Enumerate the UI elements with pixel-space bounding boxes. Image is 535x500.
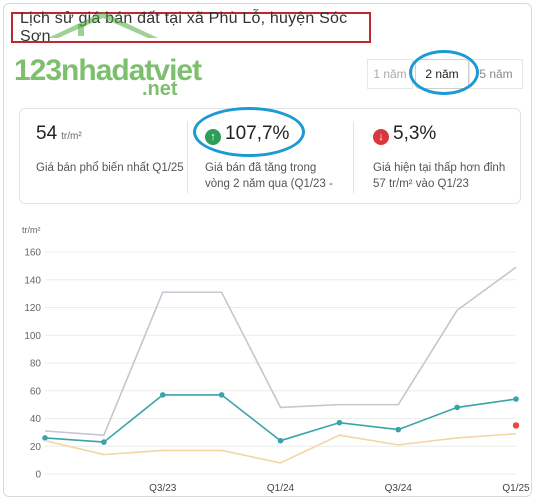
data-point — [101, 439, 107, 445]
highlight-circle — [409, 50, 479, 95]
x-tick-label: Q1/24 — [267, 483, 295, 494]
stat-below-peak: ↓ 5,3% Giá hiện tại thấp hơn đỉnh 57 tr/… — [373, 109, 513, 205]
stat-value: 5,3% — [393, 123, 437, 144]
y-tick-label: 80 — [30, 359, 42, 370]
stat-value: 54 — [36, 123, 58, 144]
arrow-down-icon: ↓ — [373, 129, 389, 145]
highlight-circle — [193, 107, 305, 157]
stat-description: Giá bán phổ biến nhất Q1/25 — [36, 162, 184, 174]
stat-description: Giá hiện tại thấp hơn đỉnh 57 tr/m² vào … — [373, 162, 506, 190]
data-point — [42, 435, 48, 441]
divider — [187, 121, 188, 193]
series-line-3 — [44, 432, 517, 464]
x-tick-label: Q3/23 — [149, 483, 177, 494]
y-tick-label: 20 — [30, 442, 42, 453]
data-point — [513, 396, 519, 402]
data-point — [454, 404, 460, 411]
y-tick-label: 140 — [24, 275, 41, 286]
data-point — [218, 392, 225, 398]
data-point — [277, 437, 284, 444]
y-tick-label: 60 — [30, 386, 42, 397]
stat-unit: tr/m² — [61, 131, 82, 142]
highlight-marker — [512, 422, 520, 429]
x-tick-label: Q1/25 — [502, 483, 530, 494]
y-tick-label: 40 — [30, 414, 42, 425]
page-title: Lịch sử giá bán đất tại xã Phù Lỗ, huyện… — [20, 9, 348, 45]
data-point — [336, 419, 343, 426]
data-point — [159, 392, 166, 398]
y-tick-label: 120 — [24, 303, 41, 314]
page-title-box: Lịch sử giá bán đất tại xã Phù Lỗ, huyện… — [11, 9, 371, 45]
divider — [353, 121, 354, 193]
price-line-chart: tr/m² 0 20 40 60 80 100 120 140 160 Q3/23 Q1/24 Q3/2… — [22, 225, 530, 494]
y-tick-label: 0 — [35, 470, 41, 481]
x-tick-label: Q3/24 — [385, 483, 413, 494]
range-option-1-year[interactable]: 1 năm — [367, 59, 413, 89]
series-line-1 — [44, 266, 517, 436]
y-tick-label: 160 — [24, 248, 41, 259]
stat-popular-price: 54 tr/m² Giá bán phổ biến nhất Q1/25 — [36, 109, 186, 205]
y-tick-label: 100 — [24, 331, 41, 342]
y-axis-label: tr/m² — [22, 225, 41, 235]
data-point — [395, 426, 402, 433]
stat-description: Giá bán đã tăng trong vòng 2 năm qua (Q1… — [205, 162, 333, 190]
range-option-5-years[interactable]: 5 năm — [469, 59, 523, 89]
